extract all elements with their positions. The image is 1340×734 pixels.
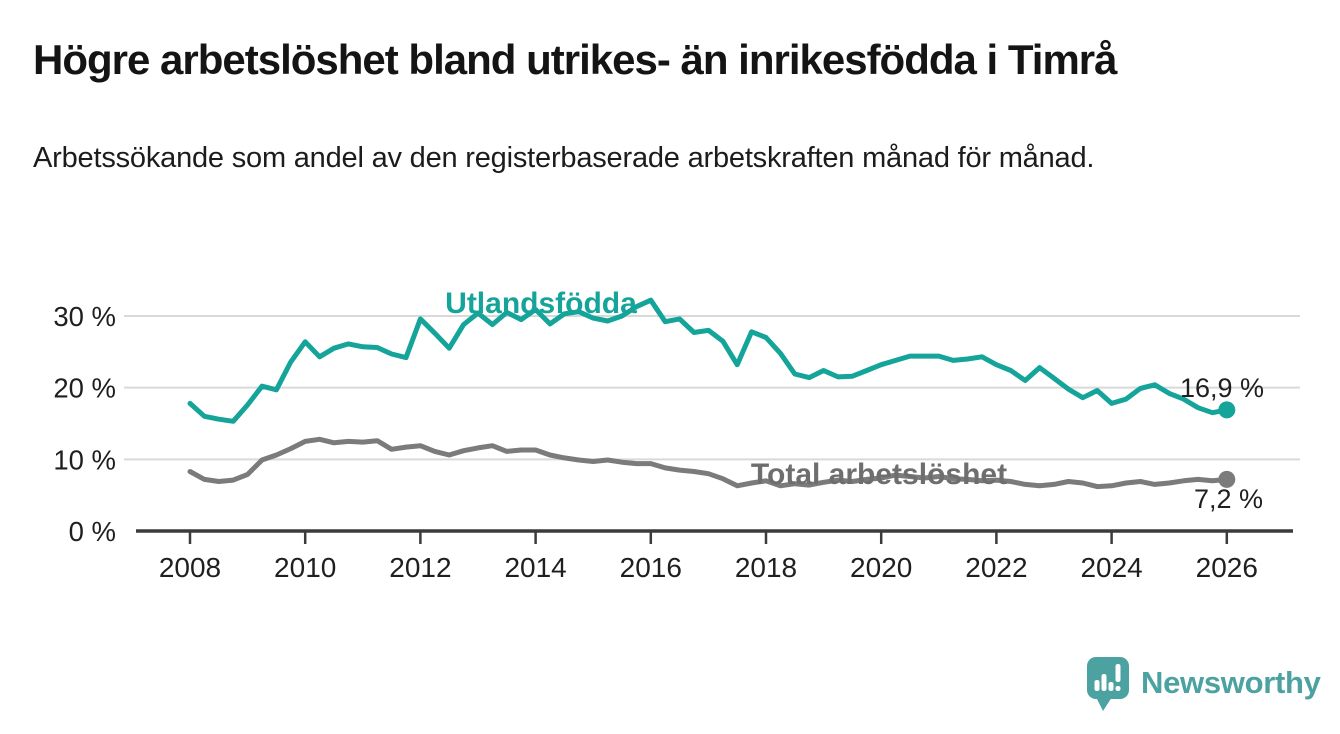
logo-bubble-tail [1096, 697, 1112, 711]
series-label-0: Utlandsfödda [445, 287, 637, 320]
chart-title: Högre arbetslöshet bland utrikes- än inr… [33, 36, 1118, 83]
x-tick-label-2022: 2022 [965, 552, 1027, 583]
logo-bubble [1087, 657, 1129, 699]
brand-name: Newsworthy [1141, 665, 1321, 700]
y-tick-label-10: 10 % [53, 444, 116, 475]
x-tick-label-2018: 2018 [735, 552, 797, 583]
x-tick-label-2012: 2012 [389, 552, 451, 583]
x-tick-label-2008: 2008 [159, 552, 221, 583]
series-line-0 [187, 297, 1230, 424]
series-end-dot-0 [1218, 401, 1236, 419]
y-tick-label-0: 0 % [69, 516, 116, 547]
newsworthy-logo-icon [1086, 654, 1130, 712]
x-tick-label-2014: 2014 [504, 552, 566, 583]
series-end-value-1: 7,2 % [1194, 484, 1263, 514]
x-tick-label-2026: 2026 [1196, 552, 1258, 583]
x-tick-label-2024: 2024 [1080, 552, 1142, 583]
x-tick-label-2020: 2020 [850, 552, 912, 583]
series-label-1: Total arbetslöshet [751, 458, 1007, 491]
x-tick-label-2016: 2016 [620, 552, 682, 583]
y-tick-label-30: 30 % [53, 301, 116, 332]
chart-subtitle: Arbetssökande som andel av den registerb… [33, 142, 1095, 174]
series-line-1 [187, 436, 1230, 490]
x-tick-label-2010: 2010 [274, 552, 336, 583]
series-end-value-0: 16,9 % [1180, 373, 1264, 403]
series-end-dot-1 [1218, 470, 1236, 488]
brand-footer: Newsworthy [1086, 652, 1321, 714]
y-tick-label-20: 20 % [53, 373, 116, 404]
